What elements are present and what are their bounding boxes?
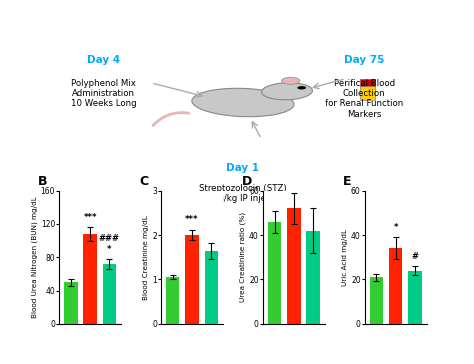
Bar [166,277,180,324]
Circle shape [297,86,306,90]
Text: Day 1: Day 1 [227,163,259,173]
Text: B: B [37,175,47,188]
Bar [389,248,402,324]
Text: Day 75: Day 75 [344,55,384,65]
Bar [185,235,199,324]
Bar [268,222,282,324]
Bar [83,234,97,324]
Circle shape [282,77,300,84]
Bar [204,250,218,324]
Y-axis label: Urea Creatinine ratio (%): Urea Creatinine ratio (%) [240,212,246,302]
Bar [287,208,301,324]
Text: D: D [241,175,252,188]
Text: Polyphenol Mix
Administration
10 Weeks Long: Polyphenol Mix Administration 10 Weeks L… [71,79,136,108]
Bar [103,264,116,324]
Text: Day 4: Day 4 [87,55,120,65]
Bar [408,270,422,324]
Text: E: E [343,175,352,188]
Bar [360,79,375,86]
Y-axis label: Blood Urea Nitrogen (BUN) mg/dL: Blood Urea Nitrogen (BUN) mg/dL [31,197,38,318]
Ellipse shape [262,83,312,100]
Bar [370,277,383,324]
Text: C: C [139,175,149,188]
FancyArrowPatch shape [153,112,189,126]
Ellipse shape [192,88,294,117]
Text: Perifical Blood
Collection
for Renal Function
Markers: Perifical Blood Collection for Renal Fun… [325,79,403,119]
Y-axis label: Blood Creatinine mg/dL: Blood Creatinine mg/dL [143,215,149,300]
Text: ***: *** [185,215,199,224]
Text: ***: *** [83,213,97,222]
Text: Streptozolocin (STZ)
45mg/kg IP injection: Streptozolocin (STZ) 45mg/kg IP injectio… [199,184,287,203]
Text: ###: ### [99,234,120,243]
Text: *: * [107,245,112,254]
Text: #: # [411,252,419,261]
Text: *: * [393,223,398,232]
Bar [360,79,375,100]
Bar [64,282,78,324]
Bar [306,230,320,324]
Y-axis label: Uric Acid mg/dL: Uric Acid mg/dL [342,229,348,286]
